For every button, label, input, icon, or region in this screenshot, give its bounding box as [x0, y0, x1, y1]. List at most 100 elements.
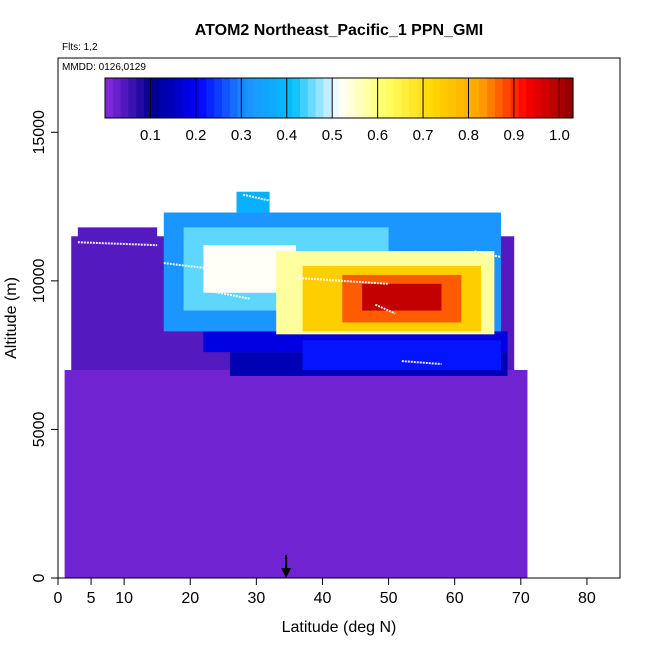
field-cell	[236, 191, 270, 213]
field-cell	[362, 283, 442, 311]
colorbar-swatch	[370, 78, 379, 118]
x-axis: 0 5 10 20 30 40 50 60 70 80	[54, 578, 596, 607]
colorbar-swatch	[276, 78, 285, 118]
x-tick-label: 10	[115, 590, 133, 607]
colorbar-swatch	[105, 78, 114, 118]
colorbar-swatch	[479, 78, 488, 118]
flight-track	[474, 250, 502, 259]
dates-annotation: MMDD: 0126,0129	[62, 62, 146, 73]
colorbar-swatch	[487, 78, 496, 118]
colorbar-ticks: 0.1 0.2 0.3 0.4 0.5 0.6 0.7 0.8 0.9 1.0	[140, 78, 570, 144]
colorbar-swatch	[222, 78, 231, 118]
colorbar-swatch	[346, 78, 356, 118]
y-axis-label: Altitude (m)	[3, 277, 20, 359]
y-axis: 0 5000 10000 15000	[31, 110, 58, 582]
colorbar-swatch	[307, 78, 317, 118]
colorbar-swatch	[378, 78, 387, 118]
flight-track	[295, 276, 389, 285]
x-tick-label: 0	[54, 590, 63, 607]
flight-track	[203, 288, 250, 300]
y-tick-label: 10000	[31, 259, 48, 304]
colorbar-tick-label: 0.5	[322, 127, 343, 144]
colorbar-swatch	[393, 78, 402, 118]
colorbar-swatch	[409, 78, 418, 118]
colorbar-swatch	[167, 78, 176, 118]
colorbar-swatch	[362, 78, 371, 118]
colorbar-swatch	[198, 78, 207, 118]
flight-track	[242, 193, 270, 202]
colorbar-swatch	[284, 78, 293, 118]
colorbar-swatch	[120, 78, 129, 118]
colorbar-swatch	[471, 78, 480, 118]
colorbar-swatch	[261, 78, 270, 118]
x-axis-label: Latitude (deg N)	[282, 619, 397, 636]
colorbar-swatch	[159, 78, 168, 118]
colorbar-swatch	[229, 78, 239, 118]
colorbar-tick-label: 0.2	[185, 127, 206, 144]
colorbar-swatch	[526, 78, 535, 118]
y-tick-label: 5000	[31, 412, 48, 448]
x-tick-label: 5	[87, 590, 96, 607]
colorbar-swatch	[385, 78, 395, 118]
colorbar-swatch	[495, 78, 504, 118]
x-tick-label: 20	[181, 590, 199, 607]
colorbar-swatch	[339, 78, 348, 118]
colorbar-swatch	[510, 78, 519, 118]
colorbar-swatch	[557, 78, 566, 118]
colorbar-swatch	[214, 78, 223, 118]
flight-track	[374, 303, 396, 315]
x-tick-label: 40	[314, 590, 332, 607]
colorbar-swatch	[190, 78, 200, 118]
colorbar-tick-label: 0.3	[231, 127, 252, 144]
colorbar-tick-label: 0.6	[367, 127, 388, 144]
marker-arrow-head	[281, 568, 292, 578]
x-tick-label: 60	[446, 590, 464, 607]
x-tick-label: 70	[512, 590, 530, 607]
colorbar-tick-label: 0.4	[276, 127, 297, 144]
field-cell	[302, 340, 501, 370]
latitude-marker-arrow	[281, 555, 292, 578]
x-tick-label: 50	[380, 590, 398, 607]
colorbar-swatch	[151, 78, 161, 118]
colorbar-swatch	[323, 78, 332, 118]
colorbar-swatch	[417, 78, 426, 118]
colorbar-swatch	[456, 78, 465, 118]
colorbar-swatch	[144, 78, 153, 118]
x-tick-label: 80	[578, 590, 596, 607]
colorbar-tick-label: 0.1	[140, 127, 161, 144]
colorbar-swatch	[354, 78, 363, 118]
colorbar-swatch	[136, 78, 145, 118]
colorbar-swatch	[440, 78, 449, 118]
colorbar-swatch	[534, 78, 543, 118]
field-cell	[77, 227, 158, 243]
colorbar-swatch	[549, 78, 558, 118]
colorbar	[104, 77, 574, 119]
heatmap-field	[64, 191, 528, 578]
colorbar-swatch	[268, 78, 278, 118]
flight-tracks	[77, 193, 502, 366]
colorbar-swatch	[206, 78, 215, 118]
colorbar-swatch	[175, 78, 184, 118]
flight-track	[401, 360, 442, 366]
colorbar-tick-label: 0.9	[504, 127, 525, 144]
flight-track	[77, 241, 158, 247]
colorbar-swatch	[292, 78, 301, 118]
colorbar-swatch	[424, 78, 434, 118]
colorbar-swatch	[112, 78, 122, 118]
colorbar-swatch	[541, 78, 551, 118]
colorbar-swatch	[518, 78, 527, 118]
colorbar-tick-label: 1.0	[549, 127, 570, 144]
y-tick-label: 15000	[31, 110, 48, 155]
colorbar-swatch	[315, 78, 324, 118]
colorbar-tick-label: 0.8	[458, 127, 479, 144]
colorbar-swatch	[401, 78, 410, 118]
colorbar-swatch	[565, 78, 574, 118]
flights-annotation: Flts: 1,2	[62, 42, 98, 53]
field-cell	[64, 370, 528, 578]
plot-frame	[57, 57, 621, 579]
colorbar-swatch	[502, 78, 512, 118]
colorbar-swatch	[253, 78, 262, 118]
colorbar-swatch	[245, 78, 254, 118]
x-tick-label: 30	[247, 590, 265, 607]
